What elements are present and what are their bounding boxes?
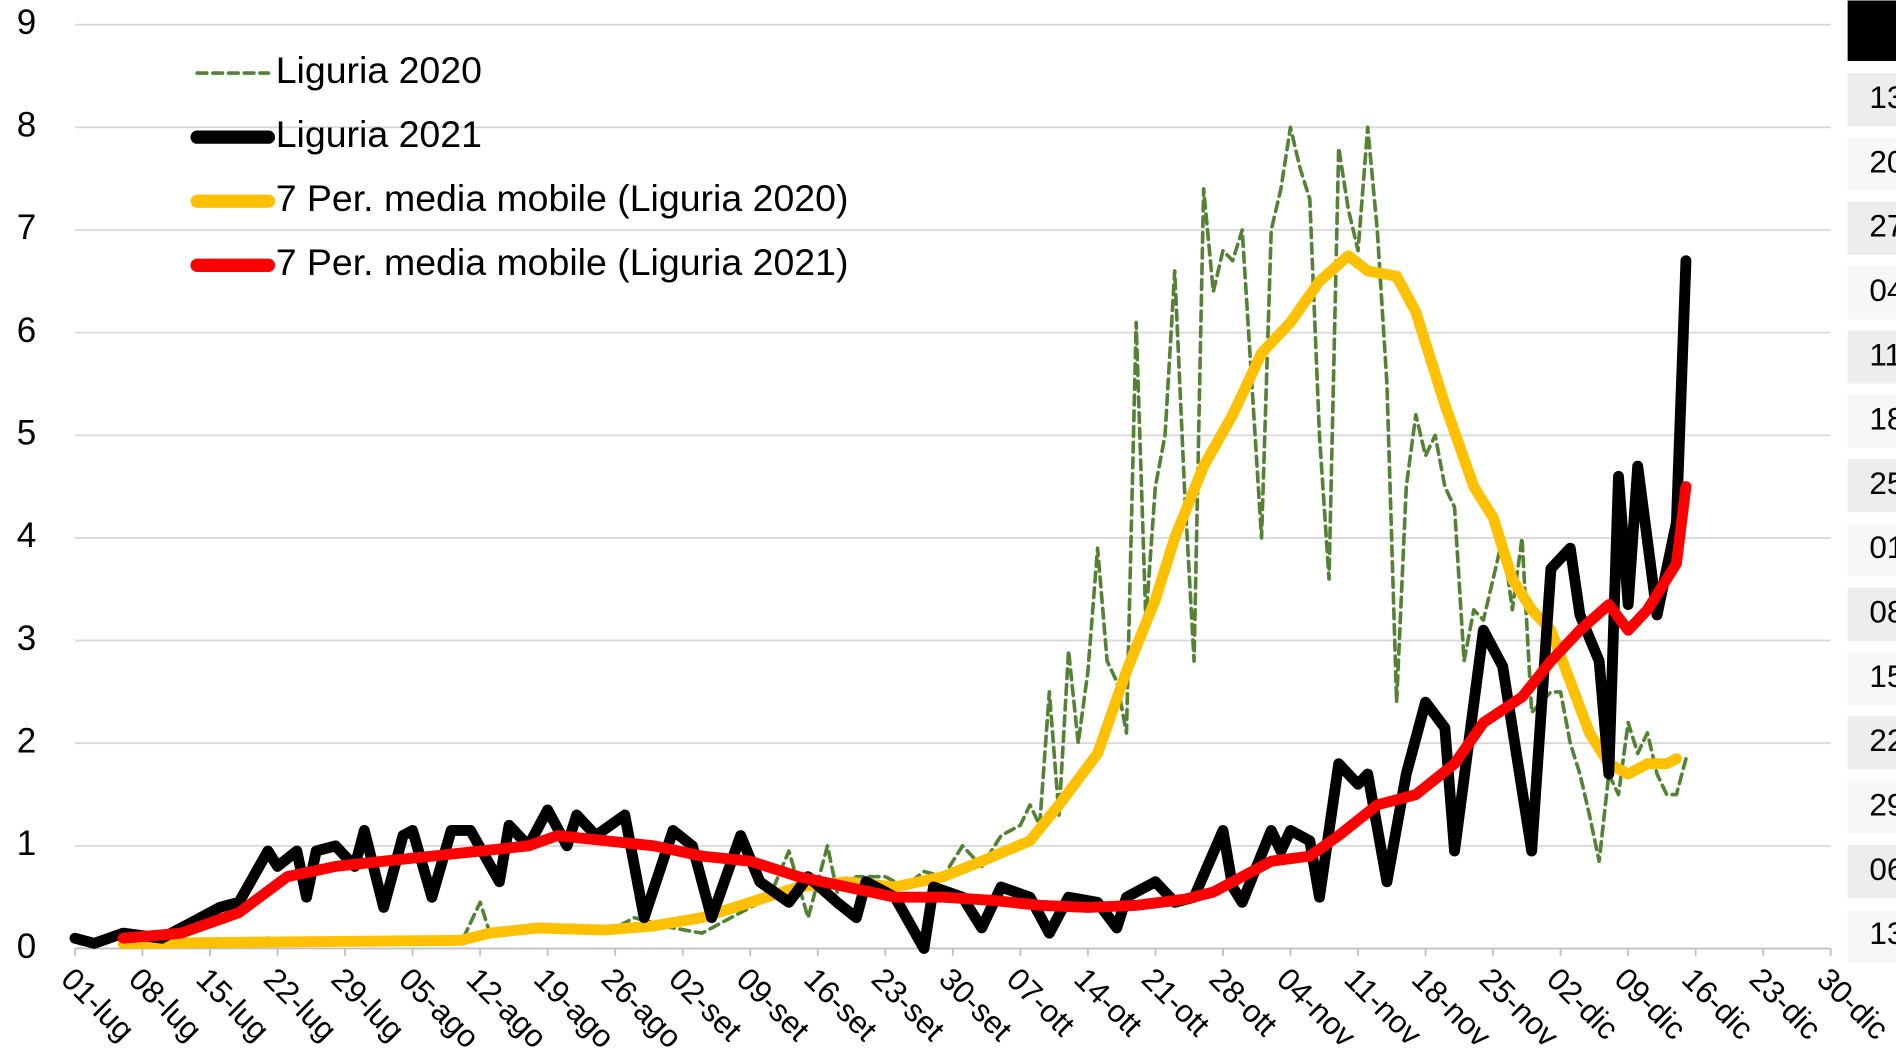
table-row — [1847, 394, 1896, 448]
legend-label: 7 Per. media mobile (Liguria 2020) — [276, 177, 849, 219]
y-tick-label: 6 — [17, 311, 36, 350]
table-row — [1847, 73, 1896, 127]
legend-label: Liguria 2020 — [276, 49, 482, 91]
table-row — [1847, 459, 1896, 513]
y-tick-label: 9 — [17, 3, 36, 42]
table-row — [1847, 201, 1896, 255]
x-tick-label: 30-set — [932, 961, 1019, 1048]
table-row — [1847, 716, 1896, 770]
table-cell: 29 — [1869, 788, 1896, 823]
legend-label: Liguria 2021 — [276, 113, 482, 155]
x-tick-label: 14-ott — [1067, 961, 1149, 1043]
table-cell: 01 — [1869, 530, 1896, 565]
table-cell: 04 — [1869, 273, 1896, 308]
table-cell: 22 — [1869, 723, 1896, 758]
y-tick-label: 8 — [17, 106, 36, 145]
x-tick-label: 16-set — [797, 961, 884, 1048]
x-tick-label: 22-lug — [257, 961, 344, 1048]
table-cell: 13 — [1869, 80, 1896, 115]
table-cell: 25 — [1869, 466, 1896, 501]
x-tick-label: 07-ott — [1000, 961, 1082, 1043]
side-table: 13 20 27 04 11 18 25 01 08 15 22 29 06 13 — [1847, 73, 1896, 963]
y-tick-label: 1 — [17, 824, 36, 863]
table-cell: 20 — [1869, 144, 1896, 179]
series-line — [69, 255, 1692, 954]
x-tick-label: 28-ott — [1202, 961, 1284, 1043]
x-tick-label: 01-lug — [54, 961, 141, 1048]
y-tick-label: 5 — [17, 414, 36, 453]
x-tick-label: 21-ott — [1135, 961, 1217, 1043]
x-tick-label: 23-dic — [1743, 961, 1828, 1046]
table-row — [1847, 523, 1896, 577]
y-tick-label: 7 — [17, 208, 36, 247]
table-cell: 27 — [1869, 209, 1896, 244]
y-tick-label: 2 — [17, 721, 36, 760]
table-cell: 15 — [1869, 659, 1896, 694]
table-row — [1847, 652, 1896, 706]
table-row — [1847, 330, 1896, 384]
legend-label: 7 Per. media mobile (Liguria 2021) — [276, 241, 849, 283]
table-header — [1847, 0, 1896, 61]
table-cell: 08 — [1869, 595, 1896, 630]
x-tick-label: 09-dic — [1608, 961, 1693, 1046]
legend: Liguria 2020 Liguria 2021 7 Per. media mob… — [190, 49, 849, 283]
table-row — [1847, 266, 1896, 320]
series-line — [117, 481, 1692, 944]
y-tick-label: 0 — [17, 927, 36, 966]
y-tick-label: 4 — [17, 516, 36, 555]
x-tick-label: 23-set — [865, 961, 952, 1048]
grid — [74, 23, 1831, 950]
x-tick-label: 29-lug — [325, 961, 412, 1048]
table-row — [1847, 587, 1896, 641]
table-cell: 18 — [1869, 402, 1896, 437]
x-tick-label: 15-lug — [190, 961, 277, 1048]
table-row — [1847, 909, 1896, 963]
table-cell: 13 — [1869, 916, 1896, 951]
table-row — [1847, 844, 1896, 899]
table-row — [1847, 137, 1896, 191]
table-cell: 06 — [1869, 852, 1896, 887]
x-tick-label: 08-lug — [122, 961, 209, 1048]
x-tick-label: 30-dic — [1810, 961, 1895, 1046]
y-tick-label: 3 — [17, 619, 36, 658]
x-tick-label: 16-dic — [1675, 961, 1760, 1046]
table-row — [1847, 780, 1896, 834]
plot-lines — [69, 125, 1692, 954]
x-tick-label: 09-set — [730, 961, 817, 1048]
table-cell: 11 — [1869, 337, 1896, 372]
